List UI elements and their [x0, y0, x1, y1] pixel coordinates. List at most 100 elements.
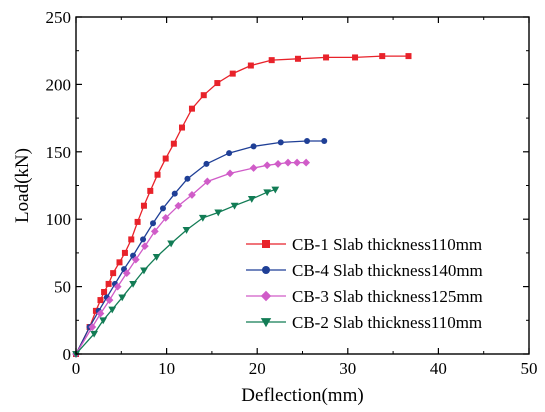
- data-point: [214, 209, 223, 217]
- data-point: [274, 160, 282, 168]
- data-point: [116, 259, 123, 266]
- data-point: [271, 186, 280, 194]
- data-point: [101, 288, 108, 295]
- data-point: [150, 220, 157, 227]
- data-point: [203, 177, 212, 186]
- data-point: [323, 54, 330, 61]
- data-point: [105, 280, 112, 287]
- data-point: [167, 240, 176, 248]
- data-point: [118, 294, 127, 302]
- data-point: [99, 317, 108, 325]
- series-2: [73, 138, 328, 357]
- data-point: [304, 138, 311, 145]
- legend-swatch-marker: [262, 266, 270, 274]
- data-point: [113, 282, 122, 291]
- data-point: [229, 70, 236, 77]
- data-point: [268, 57, 275, 64]
- data-point: [250, 143, 257, 150]
- data-point: [379, 53, 386, 60]
- data-point: [147, 187, 154, 194]
- data-point: [150, 227, 159, 236]
- data-point: [96, 309, 105, 318]
- data-point: [162, 155, 169, 162]
- series-line: [75, 188, 276, 355]
- x-tick-label: 30: [339, 359, 356, 378]
- legend-swatch-marker: [260, 290, 272, 302]
- x-tick-label: 20: [249, 359, 266, 378]
- data-point: [90, 330, 99, 338]
- data-point: [352, 54, 359, 61]
- y-tick-label: 0: [63, 345, 72, 364]
- axis-ticks: 0 10 20 30 40 50 0 50 100 150 200 250: [46, 8, 538, 378]
- data-point: [247, 62, 254, 69]
- y-tick-label: 200: [46, 75, 72, 94]
- data-point: [140, 242, 149, 251]
- legend-swatch-marker: [260, 318, 272, 328]
- data-point: [184, 175, 191, 182]
- data-point: [140, 236, 147, 243]
- data-point: [171, 190, 178, 197]
- data-point: [230, 202, 239, 210]
- data-point: [226, 169, 234, 178]
- data-point: [108, 306, 117, 314]
- series-line: [75, 55, 409, 355]
- series-line: [75, 140, 325, 355]
- y-axis-label: Load(kN): [12, 148, 33, 223]
- x-axis-label: Deflection(mm): [241, 385, 363, 406]
- data-point: [182, 227, 191, 234]
- legend: CB-1 Slab thickness110mm CB-4 Slab thick…: [246, 235, 483, 332]
- data-point: [179, 124, 186, 131]
- data-point: [188, 191, 196, 199]
- data-point: [134, 218, 141, 225]
- data-point: [105, 296, 114, 304]
- legend-label-cb2: CB-2 Slab thickness110mm: [292, 313, 482, 332]
- data-point: [152, 254, 161, 261]
- data-point: [161, 213, 170, 222]
- x-tick-label: 0: [72, 359, 81, 378]
- data-point: [154, 171, 161, 178]
- legend-label-cb3: CB-3 Slab thickness125mm: [292, 287, 483, 306]
- data-point: [131, 255, 140, 264]
- data-point: [110, 270, 117, 277]
- x-tick-label: 10: [158, 359, 175, 378]
- data-point: [321, 138, 328, 145]
- data-point: [170, 140, 177, 147]
- data-point: [226, 150, 233, 157]
- data-point: [249, 164, 258, 172]
- data-point: [294, 55, 301, 62]
- y-tick-label: 100: [46, 210, 72, 229]
- data-point: [302, 158, 311, 167]
- y-tick-label: 150: [46, 143, 72, 162]
- x-tick-label: 50: [521, 359, 538, 378]
- data-point: [159, 205, 166, 212]
- data-point: [188, 105, 195, 112]
- data-point: [198, 214, 207, 222]
- data-point: [174, 201, 183, 210]
- x-tick-label: 40: [430, 359, 447, 378]
- data-point: [200, 92, 207, 99]
- y-tick-label: 50: [54, 278, 71, 297]
- data-point: [405, 53, 412, 60]
- plot-marks: [72, 53, 412, 358]
- data-point: [128, 236, 135, 243]
- data-point: [88, 323, 97, 331]
- data-point: [277, 139, 284, 146]
- data-point: [121, 249, 128, 256]
- data-point: [263, 189, 272, 197]
- data-point: [214, 80, 221, 87]
- data-point: [97, 297, 104, 304]
- y-tick-label: 250: [46, 8, 72, 27]
- data-point: [122, 269, 131, 278]
- data-point: [293, 158, 301, 167]
- legend-swatch-marker: [262, 240, 270, 248]
- series-3: [72, 158, 311, 358]
- data-point: [140, 267, 148, 275]
- data-point: [263, 161, 272, 170]
- data-point: [284, 158, 292, 167]
- data-point: [129, 280, 137, 288]
- data-point: [140, 202, 147, 209]
- legend-label-cb1: CB-1 Slab thickness110mm: [292, 235, 482, 254]
- data-point: [247, 196, 256, 203]
- series-4: [72, 186, 280, 358]
